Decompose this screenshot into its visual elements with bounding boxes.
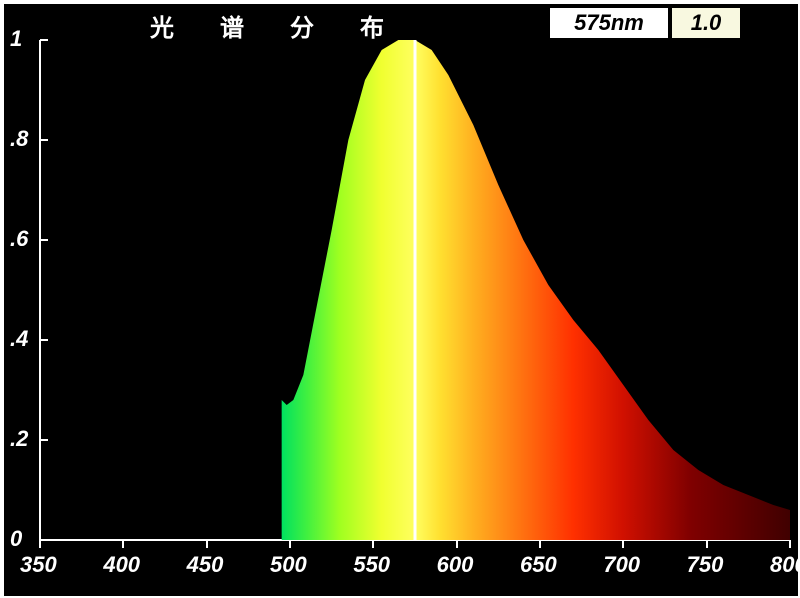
title-char: 布	[360, 8, 384, 43]
title-char: 光	[150, 8, 174, 43]
x-tick-label: 800	[770, 552, 800, 578]
x-tick	[706, 540, 708, 548]
y-tick-label: .2	[10, 426, 28, 452]
x-tick	[789, 540, 791, 548]
x-tick-label: 500	[270, 552, 307, 578]
x-tick	[289, 540, 291, 548]
x-tick-label: 600	[437, 552, 474, 578]
y-tick-label: .8	[10, 126, 28, 152]
x-tick	[372, 540, 374, 548]
x-tick	[539, 540, 541, 548]
y-tick-label: .4	[10, 326, 28, 352]
y-tick-label: 0	[10, 526, 22, 552]
x-tick-label: 350	[20, 552, 57, 578]
y-tick	[40, 439, 48, 441]
x-tick-label: 650	[520, 552, 557, 578]
y-tick-label: 1	[10, 26, 22, 52]
y-tick	[40, 239, 48, 241]
x-tick	[206, 540, 208, 548]
title-char: 谱	[220, 8, 244, 43]
x-tick-label: 550	[353, 552, 390, 578]
x-tick	[122, 540, 124, 548]
x-tick	[622, 540, 624, 548]
x-tick-label: 400	[103, 552, 140, 578]
y-tick	[40, 539, 48, 541]
x-tick	[456, 540, 458, 548]
x-tick	[39, 540, 41, 548]
intensity-readout: 1.0	[670, 6, 742, 40]
y-tick	[40, 339, 48, 341]
wavelength-readout: 575nm	[548, 6, 670, 40]
y-tick	[40, 39, 48, 41]
title-char: 分	[290, 8, 314, 43]
spectrum-plot	[0, 0, 800, 598]
x-tick-label: 750	[687, 552, 724, 578]
y-tick-label: .6	[10, 226, 28, 252]
y-tick	[40, 139, 48, 141]
x-tick-label: 450	[187, 552, 224, 578]
spectrum-area	[282, 40, 790, 540]
x-tick-label: 700	[603, 552, 640, 578]
